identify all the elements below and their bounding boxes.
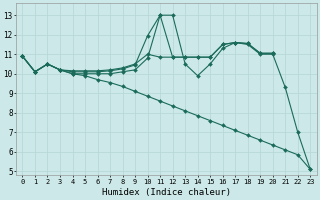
- X-axis label: Humidex (Indice chaleur): Humidex (Indice chaleur): [102, 188, 231, 197]
